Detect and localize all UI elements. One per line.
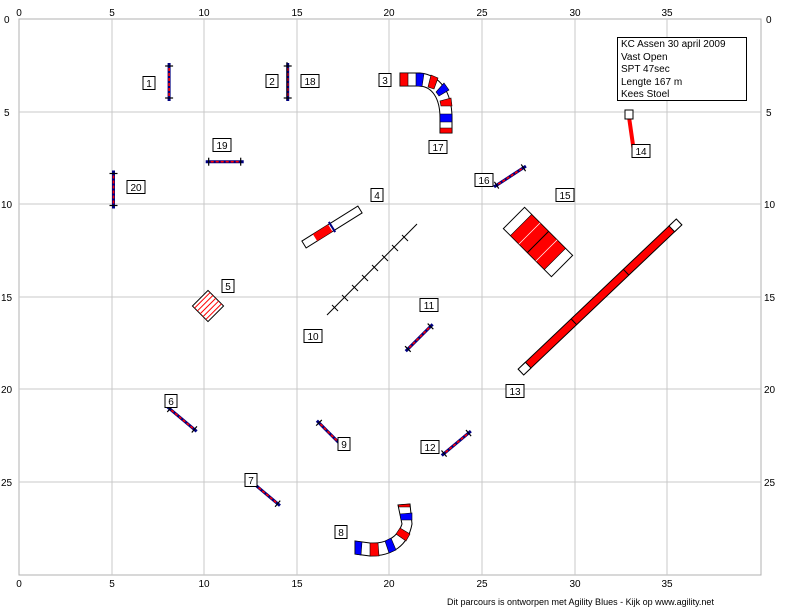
number-label-1: 1 [142, 76, 156, 90]
x-tick-top: 25 [476, 8, 488, 19]
info-class: Vast Open [621, 51, 668, 63]
number-label-text: 4 [374, 191, 380, 202]
x-tick-top: 10 [198, 8, 210, 19]
jump-12 [440, 429, 472, 458]
x-tick-top: 15 [291, 8, 303, 19]
y-tick-left: 0 [4, 15, 10, 26]
jump-11 [404, 323, 434, 353]
x-tick-top: 20 [383, 8, 395, 19]
jump-19 [205, 157, 244, 166]
number-label-text: 1 [146, 79, 152, 90]
x-tick-bottom: 10 [198, 579, 210, 590]
number-label-text: 10 [307, 332, 319, 343]
jump-6 [166, 405, 198, 433]
x-tick-top: 30 [569, 8, 581, 19]
number-label-9: 9 [337, 437, 351, 451]
grid [18, 18, 762, 576]
number-label-text: 13 [509, 387, 521, 398]
number-label-text: 16 [478, 176, 490, 187]
number-label-text: 5 [225, 282, 231, 293]
jump-2 [283, 63, 292, 101]
number-label-5: 5 [221, 279, 235, 293]
number-label-17: 17 [428, 140, 448, 154]
jump-16 [493, 164, 527, 189]
x-tick-bottom: 20 [383, 579, 395, 590]
tunnel-3-17 [399, 72, 453, 134]
number-label-7: 7 [244, 473, 258, 487]
y-tick-left: 25 [1, 478, 13, 489]
info-judge: Kees Stoel [621, 89, 670, 101]
x-tick-bottom: 30 [569, 579, 581, 590]
number-label-16: 16 [474, 173, 494, 187]
number-label-text: 15 [559, 191, 571, 202]
number-label-8: 8 [334, 525, 348, 539]
axis-labels: 0 5 10 15 20 25 30 35 0 5 10 15 20 25 30… [1, 8, 776, 590]
number-label-text: 14 [635, 147, 647, 158]
number-label-2: 2 [265, 74, 279, 88]
number-label-6: 6 [164, 394, 178, 408]
number-label-text: 7 [248, 476, 254, 487]
number-label-4: 4 [370, 188, 384, 202]
x-tick-bottom: 25 [476, 579, 488, 590]
number-label-11: 11 [419, 298, 439, 312]
number-label-text: 3 [382, 76, 388, 87]
number-label-text: 2 [269, 77, 275, 88]
number-label-19: 19 [212, 138, 232, 152]
a-frame-15 [502, 206, 574, 278]
info-event: KC Assen 30 april 2009 [621, 39, 726, 50]
y-tick-right: 10 [764, 200, 776, 211]
course-info-box: KC Assen 30 april 2009 Vast Open SPT 47s… [617, 37, 747, 101]
number-label-text: 8 [338, 528, 344, 539]
number-label-text: 11 [424, 301, 435, 312]
x-tick-bottom: 15 [291, 579, 303, 590]
y-tick-right: 0 [766, 15, 772, 26]
obstacle-5-square [191, 289, 225, 323]
jumps-layer [109, 63, 527, 508]
x-tick-bottom: 5 [109, 579, 115, 590]
y-tick-right: 15 [764, 293, 776, 304]
y-tick-right: 5 [766, 108, 772, 119]
number-label-10: 10 [303, 329, 323, 343]
y-tick-right: 25 [764, 478, 776, 489]
x-tick-top: 35 [661, 8, 673, 19]
info-spt: SPT 47sec [621, 64, 670, 76]
x-tick-bottom: 35 [661, 579, 673, 590]
x-tick-bottom: 0 [16, 579, 22, 590]
y-tick-left: 5 [4, 108, 10, 119]
x-tick-top: 0 [16, 8, 22, 19]
number-label-12: 12 [420, 440, 440, 454]
weave-poles-10 [326, 223, 418, 316]
tunnel-8 [354, 503, 413, 557]
number-label-15: 15 [555, 188, 575, 202]
number-label-3: 3 [378, 73, 392, 87]
y-tick-left: 20 [1, 385, 13, 396]
number-label-text: 12 [424, 443, 436, 454]
number-label-18: 18 [300, 74, 320, 88]
y-tick-right: 20 [764, 385, 776, 396]
number-label-text: 17 [432, 143, 444, 154]
number-label-text: 9 [341, 440, 347, 451]
x-tick-top: 5 [109, 8, 115, 19]
number-label-text: 19 [216, 141, 228, 152]
number-label-text: 18 [304, 77, 316, 88]
y-tick-left: 10 [1, 200, 13, 211]
number-label-text: 20 [130, 183, 142, 194]
jump-1 [165, 63, 174, 101]
info-length: Lengte 167 m [621, 76, 683, 88]
number-label-13: 13 [505, 384, 525, 398]
number-label-20: 20 [126, 180, 146, 194]
number-label-14: 14 [631, 144, 651, 158]
seesaw-4 [301, 205, 363, 249]
dogwalk-13 [517, 218, 683, 376]
jump-20 [109, 170, 118, 209]
number-label-text: 6 [168, 397, 174, 408]
footer-credit: Dit parcours is ontworpen met Agility Bl… [447, 597, 714, 607]
y-tick-left: 15 [1, 293, 13, 304]
